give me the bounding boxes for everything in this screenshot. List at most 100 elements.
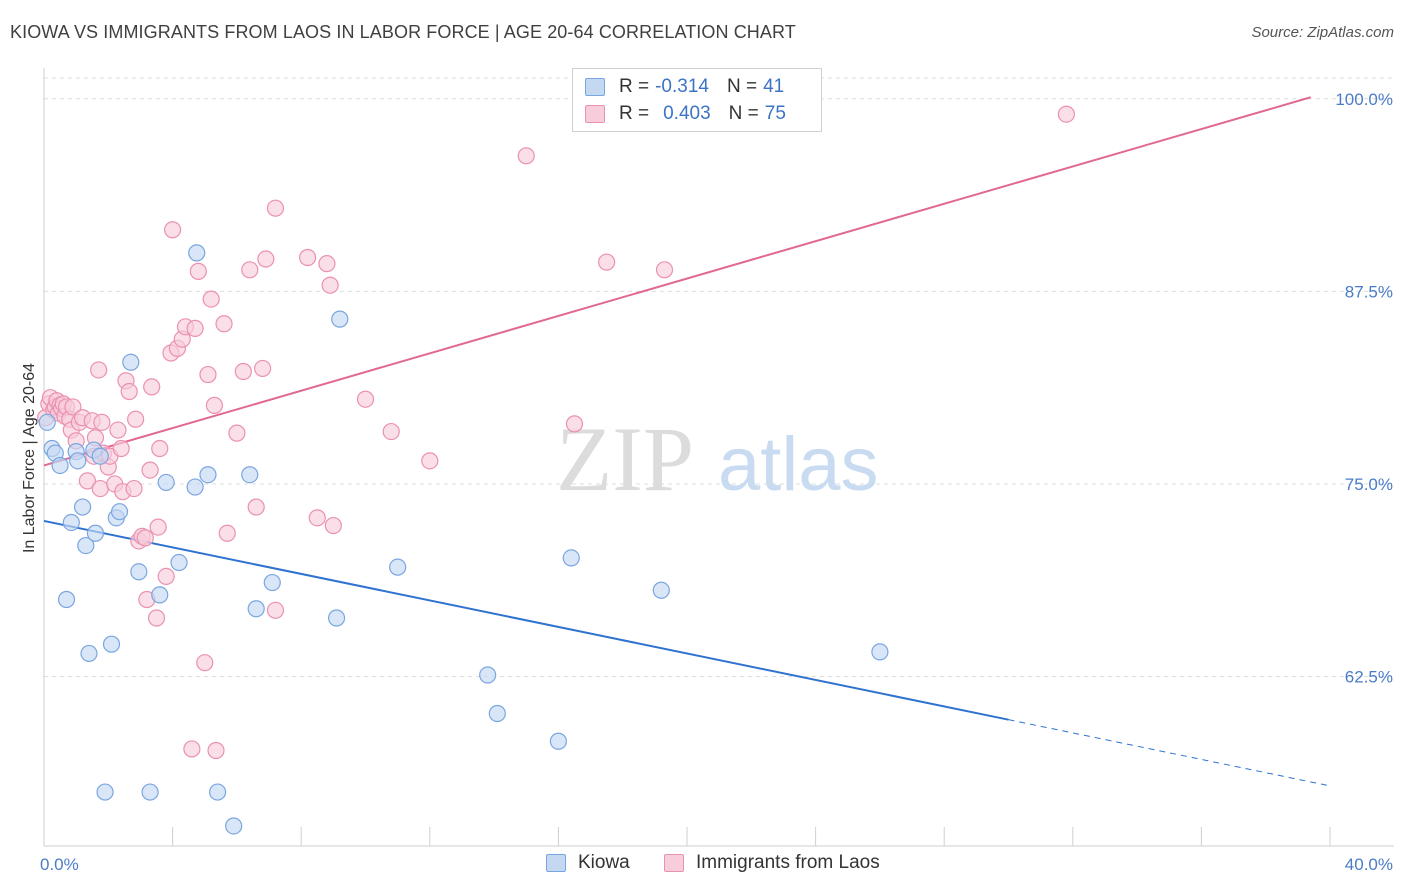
kiowa-point	[263, 573, 281, 592]
laos-point	[598, 253, 616, 271]
laos-point	[257, 250, 275, 268]
laos-point	[266, 199, 285, 217]
kiowa-point	[327, 609, 346, 627]
kiowa-point	[96, 783, 114, 801]
y-tick-label: 87.5%	[1345, 282, 1393, 301]
laos-point	[254, 359, 272, 378]
kiowa-point	[199, 466, 217, 484]
kiowa-trend-extension	[1008, 719, 1331, 787]
laos-point	[205, 396, 223, 414]
series-legend: Kiowa Immigrants from Laos	[0, 852, 1406, 878]
kiowa-point	[62, 513, 80, 532]
x-tick-label: 0.0%	[40, 855, 79, 874]
legend-row-laos: R = 0.403 N = 75	[585, 101, 786, 127]
kiowa-point	[479, 666, 497, 684]
laos-point	[299, 248, 317, 267]
laos-legend-swatch	[664, 854, 684, 872]
kiowa-point	[77, 536, 95, 555]
laos-point	[321, 276, 339, 294]
x-tick-label: 40.0%	[1345, 855, 1393, 874]
laos-point	[147, 609, 166, 627]
correlation-legend: R = -0.314 N = 41 R = 0.403 N = 75	[572, 68, 822, 132]
kiowa-point	[209, 783, 227, 801]
laos-point	[308, 509, 326, 527]
legend-item-laos[interactable]: Immigrants from Laos	[664, 852, 880, 874]
kiowa-point	[170, 553, 188, 572]
legend-row-kiowa: R = -0.314 N = 41	[585, 74, 784, 100]
laos-point	[228, 424, 246, 442]
kiowa-point	[38, 413, 56, 431]
kiowa-point	[871, 643, 889, 661]
kiowa-point	[141, 783, 159, 801]
kiowa-point	[241, 466, 259, 484]
laos-point	[149, 518, 167, 536]
laos-point	[356, 390, 375, 408]
kiowa-point	[110, 503, 129, 521]
laos-point	[91, 479, 109, 498]
kiowa-trend-line	[43, 519, 1009, 721]
kiowa-point	[247, 600, 265, 618]
kiowa-point	[73, 498, 92, 516]
laos-n-value: 75	[764, 103, 786, 124]
kiowa-point	[122, 353, 140, 371]
kiowa-point	[549, 732, 568, 750]
kiowa-point	[151, 586, 169, 604]
kiowa-legend-label: Kiowa	[578, 852, 630, 873]
laos-point	[196, 654, 214, 672]
chart-title: KIOWA VS IMMIGRANTS FROM LAOS IN LABOR F…	[10, 22, 796, 42]
laos-point	[1057, 105, 1075, 123]
laos-point	[266, 601, 285, 619]
axes	[43, 68, 1394, 847]
kiowa-point	[157, 473, 175, 492]
watermark-atlas: atlas	[718, 422, 879, 507]
kiowa-point	[188, 244, 206, 262]
laos-point	[199, 365, 217, 384]
laos-point	[517, 147, 535, 165]
laos-point	[109, 421, 127, 439]
kiowa-point	[57, 590, 76, 609]
laos-point	[164, 221, 182, 239]
laos-point	[218, 524, 236, 542]
laos-point	[141, 461, 159, 479]
kiowa-point	[51, 456, 69, 475]
laos-point	[151, 439, 169, 458]
laos-point	[143, 378, 161, 396]
kiowa-point	[69, 452, 87, 470]
data-points	[37, 105, 1075, 835]
kiowa-point	[186, 478, 204, 496]
kiowa-point	[488, 704, 506, 723]
y-axis-label: In Labor Force | Age 20-64	[21, 363, 38, 553]
laos-r-label: R =	[619, 103, 650, 124]
kiowa-point	[562, 549, 580, 567]
laos-point	[215, 315, 233, 333]
kiowa-r-label: R =	[619, 76, 650, 97]
laos-point	[324, 516, 342, 535]
kiowa-n-label: N =	[726, 76, 758, 97]
laos-point	[318, 255, 336, 273]
kiowa-n-value: 41	[763, 76, 785, 97]
kiowa-point	[652, 581, 670, 599]
legend-item-kiowa[interactable]: Kiowa	[546, 852, 630, 874]
laos-trend-line	[43, 96, 1311, 467]
tick-labels: 100.0% 87.5% 75.0% 62.5% 0.0% 40.0%	[40, 90, 1393, 874]
y-tick-label: 75.0%	[1345, 475, 1393, 494]
laos-point	[565, 415, 584, 433]
kiowa-point	[86, 524, 105, 542]
y-tick-label: 62.5%	[1345, 668, 1393, 687]
kiowa-point	[80, 644, 98, 663]
laos-r-value: 0.403	[663, 103, 711, 124]
laos-point	[382, 422, 400, 441]
laos-point	[421, 452, 439, 470]
kiowa-point	[102, 635, 121, 653]
laos-n-label: N =	[728, 103, 759, 124]
laos-swatch	[585, 105, 605, 123]
laos-point	[183, 740, 201, 758]
laos-point	[78, 472, 97, 490]
kiowa-point	[225, 817, 243, 835]
y-tick-label: 100.0%	[1335, 90, 1393, 109]
trend-lines	[43, 96, 1331, 787]
watermark: ZIP atlas	[556, 408, 879, 510]
laos-point	[93, 413, 111, 431]
laos-point	[189, 262, 207, 280]
